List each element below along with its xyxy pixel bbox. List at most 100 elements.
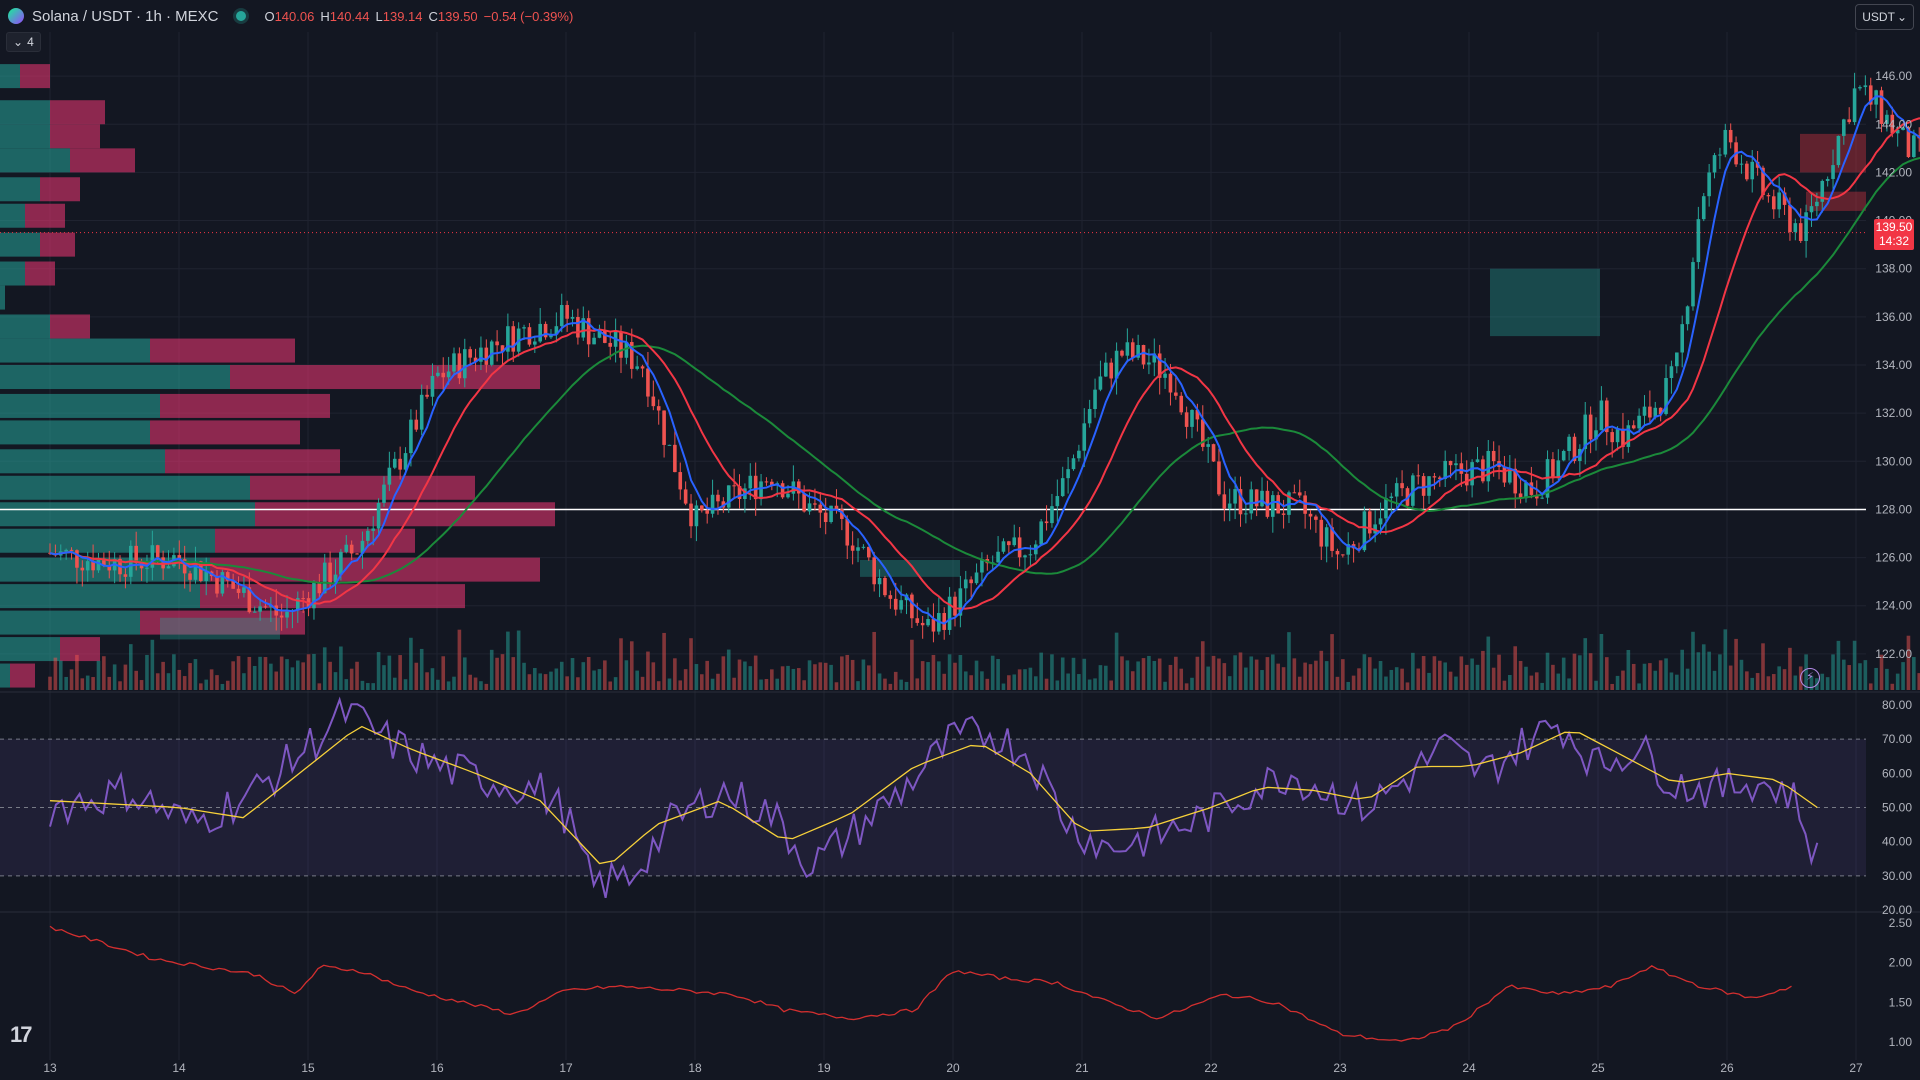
candle-body <box>1077 450 1081 459</box>
volume-bar <box>974 660 979 690</box>
candle-body <box>1583 414 1588 449</box>
indicators-count: 4 <box>27 35 34 49</box>
volume-bar <box>1044 678 1049 690</box>
volume-bar <box>759 679 763 690</box>
time-axis-label: 25 <box>1591 1061 1605 1075</box>
volume-bar <box>1184 683 1189 690</box>
volume-bar <box>489 649 494 690</box>
volume-bar <box>1249 656 1254 690</box>
volume-bar <box>931 654 936 690</box>
candle-body <box>231 580 235 589</box>
volume-bar <box>468 674 472 690</box>
volume-bar <box>1658 660 1663 690</box>
candle-body <box>538 323 542 342</box>
volume-profile-buy <box>0 100 50 125</box>
volume-bar <box>942 673 947 690</box>
volume-bar <box>1012 674 1017 690</box>
volume-bar <box>366 683 370 690</box>
time-axis-label: 14 <box>172 1061 186 1075</box>
volume-bar <box>608 681 613 690</box>
volume-bar <box>694 664 699 690</box>
volume-bar <box>1561 657 1566 690</box>
volume-bar <box>570 658 575 690</box>
volume-profile-sell <box>10 663 35 688</box>
candle-body <box>866 546 871 558</box>
candle-body <box>1260 490 1264 507</box>
volume-bar <box>1028 667 1033 690</box>
volume-bar <box>1540 682 1544 690</box>
candle-body <box>1745 163 1749 180</box>
volume-bar <box>102 656 106 690</box>
close-label: C <box>428 8 438 24</box>
volume-profile-sell <box>160 393 330 418</box>
volume-bar <box>1098 665 1103 690</box>
volume-bar <box>1367 657 1372 690</box>
volume-bar <box>1238 652 1243 690</box>
volume-bar <box>398 655 402 690</box>
candle-body <box>619 332 623 358</box>
volume-bar <box>576 677 580 690</box>
volume-bar <box>985 678 990 690</box>
lightning-icon[interactable]: ⚡ <box>1800 668 1820 688</box>
candle-body <box>123 574 128 577</box>
candle-body <box>1098 376 1103 390</box>
volume-bar <box>242 673 246 690</box>
volume-bar <box>1389 669 1394 690</box>
volume-bar <box>850 659 855 690</box>
volume-bar <box>209 669 214 690</box>
market-status-icon[interactable] <box>236 11 247 21</box>
open-value: 140.06 <box>274 8 315 24</box>
volume-bar <box>1615 675 1620 690</box>
candle-body <box>1648 406 1652 418</box>
volume-bar <box>888 683 893 690</box>
volume-bar <box>457 629 462 690</box>
candle-body <box>1599 400 1604 431</box>
volume-bar <box>1895 673 1900 690</box>
candle-body <box>85 561 90 571</box>
candle-body <box>920 622 925 626</box>
volume-bar <box>1335 676 1340 690</box>
volume-bar <box>1761 643 1765 690</box>
volume-bar <box>1271 654 1275 690</box>
volume-bar <box>1858 663 1862 690</box>
candle-body <box>1254 489 1259 507</box>
volume-bar <box>409 637 413 690</box>
candle-body <box>1039 521 1043 545</box>
candle-body <box>279 615 284 618</box>
volume-bar <box>349 668 354 690</box>
volume-profile-buy <box>0 663 10 688</box>
volume-bar <box>1518 660 1523 690</box>
candle-body <box>603 330 607 343</box>
volume-bar <box>69 669 74 690</box>
price-axis-label: 126.00 <box>1875 551 1912 565</box>
volume-bar <box>301 662 305 690</box>
candle-body <box>333 574 338 584</box>
candle-body <box>479 347 483 362</box>
candle-body <box>360 540 365 554</box>
volume-bar <box>430 668 435 690</box>
candle-body <box>1723 129 1728 155</box>
volume-bar <box>161 661 165 690</box>
candle-body <box>640 366 645 369</box>
volume-bar <box>118 681 122 690</box>
candle-body <box>258 606 262 612</box>
candle-body <box>581 318 586 338</box>
volume-bar <box>500 654 505 690</box>
volume-bar <box>1001 683 1006 690</box>
candle-body <box>1384 498 1388 519</box>
volume-profile-buy <box>0 261 25 286</box>
volume-bar <box>1319 650 1324 690</box>
volume-bar <box>1411 652 1415 690</box>
volume-bar <box>1788 647 1792 690</box>
volume-bar <box>683 669 688 690</box>
candle-body <box>1071 458 1076 470</box>
volume-profile-buy <box>0 420 150 445</box>
currency-select[interactable]: USDT ⌄ <box>1855 4 1914 30</box>
indicators-toggle-button[interactable]: ⌄ 4 <box>6 32 41 52</box>
symbol-title[interactable]: Solana / USDT · 1h · MEXC <box>32 7 219 25</box>
candle-body <box>1362 511 1367 551</box>
candle-body <box>484 347 489 365</box>
volume-bar <box>1384 676 1388 690</box>
candle-body <box>344 544 349 552</box>
